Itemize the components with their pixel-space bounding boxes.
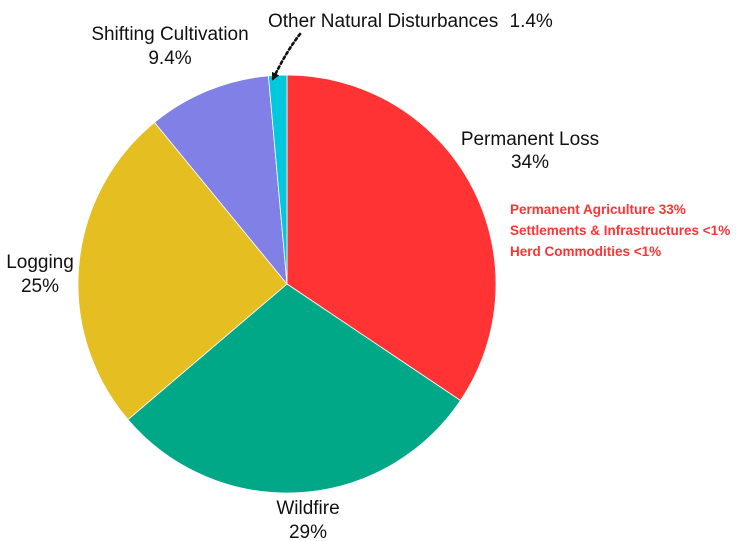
slice-label-shifting-cultivation-name: Shifting Cultivation: [91, 24, 248, 45]
permanent-loss-sub-item: Settlements & Infrastructures <1%: [510, 223, 730, 238]
other-natural-disturbances-arrow: [271, 32, 302, 81]
other-natural-disturbances-value: 1.4%: [510, 11, 553, 32]
slice-label-permanent-loss-value: 34%: [511, 152, 549, 173]
permanent-loss-sub-item: Permanent Agriculture 33%: [510, 202, 686, 217]
pie-slice-shifting-cultivation: [153, 75, 288, 286]
slice-label-wildfire-value: 29%: [289, 522, 327, 541]
slice-label-logging-name: Logging: [6, 252, 74, 273]
permanent-loss-sub-item: Herd Commodities <1%: [510, 244, 661, 259]
slice-label-permanent-loss-name: Permanent Loss: [461, 129, 599, 150]
pie-slice-wildfire: [127, 283, 462, 494]
slice-label-wildfire-name: Wildfire: [276, 498, 339, 519]
slice-label-shifting-cultivation-value: 9.4%: [148, 48, 191, 69]
slice-label-other-natural-disturbances: Other Natural Disturbances 1.4%: [268, 11, 553, 32]
slice-label-logging-value: 25%: [21, 276, 59, 297]
other-natural-disturbances-name: Other Natural Disturbances: [268, 11, 498, 32]
pie-slice-logging: [77, 121, 288, 421]
pie-slice-permanent-loss: [286, 74, 497, 402]
pie-slices: [77, 74, 497, 494]
